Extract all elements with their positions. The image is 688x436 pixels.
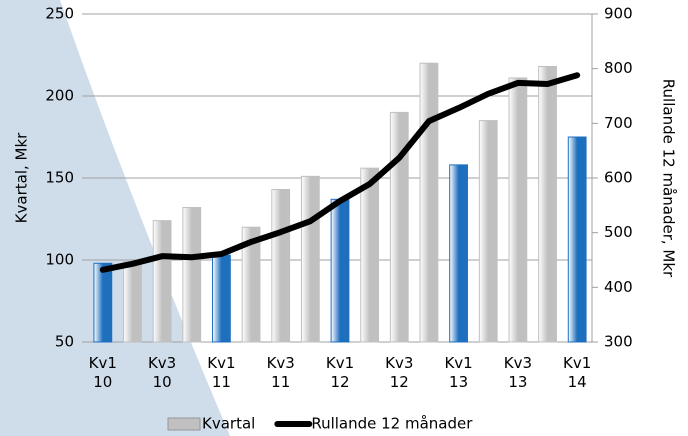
x-tick-label: Kv1 14: [563, 354, 592, 391]
bar: [241, 226, 261, 343]
x-tick-label: Kv1 12: [325, 354, 355, 391]
x-tick-label: Kv1 11: [207, 354, 236, 391]
line: [99, 72, 581, 273]
bar: [567, 136, 587, 343]
y2-tick-label: 700: [604, 114, 633, 132]
y2-tick-label: 500: [604, 223, 633, 241]
bar: [300, 175, 320, 343]
x-tick-label: Kv1 10: [88, 354, 117, 391]
legend-label: Kvartal: [202, 415, 255, 433]
bar: [449, 164, 468, 343]
legend-swatch: [167, 417, 201, 431]
y-tick-label: 50: [55, 333, 74, 351]
y2-tick-label: 900: [604, 5, 633, 23]
y2-tick-label: 600: [604, 169, 633, 187]
y-tick-label: 200: [45, 87, 74, 105]
bar: [93, 262, 113, 343]
y-axis-title: Kvartal, Mkr: [13, 132, 31, 223]
x-tick-label: Kv3 12: [385, 354, 414, 391]
y2-tick-label: 800: [604, 59, 633, 77]
x-tick-label: Kv3 13: [503, 354, 532, 391]
bar: [478, 120, 498, 343]
x-tick-label: Kv3 11: [266, 354, 295, 391]
y2-tick-label: 300: [604, 333, 633, 351]
x-tick-label: Kv3 10: [147, 354, 177, 391]
bar: [538, 65, 557, 343]
y-tick-label: 150: [45, 169, 74, 187]
bar: [152, 220, 172, 343]
bar: [182, 207, 202, 343]
bar: [419, 62, 439, 343]
bar: [271, 188, 291, 343]
y2-tick-label: 400: [604, 278, 633, 296]
bar: [508, 77, 528, 343]
y2-axis-title: Rullande 12 månader, Mkr: [660, 79, 678, 278]
y-tick-label: 100: [45, 251, 74, 269]
x-tick-label: Kv1 13: [444, 354, 473, 391]
bar: [212, 254, 231, 343]
y-tick-label: 250: [45, 5, 74, 23]
bar: [389, 111, 409, 343]
background-shape: [0, 0, 230, 436]
bar: [123, 261, 142, 343]
bar: [360, 167, 380, 343]
bar: [330, 198, 350, 343]
legend-label: Rullande 12 månader: [311, 415, 473, 433]
